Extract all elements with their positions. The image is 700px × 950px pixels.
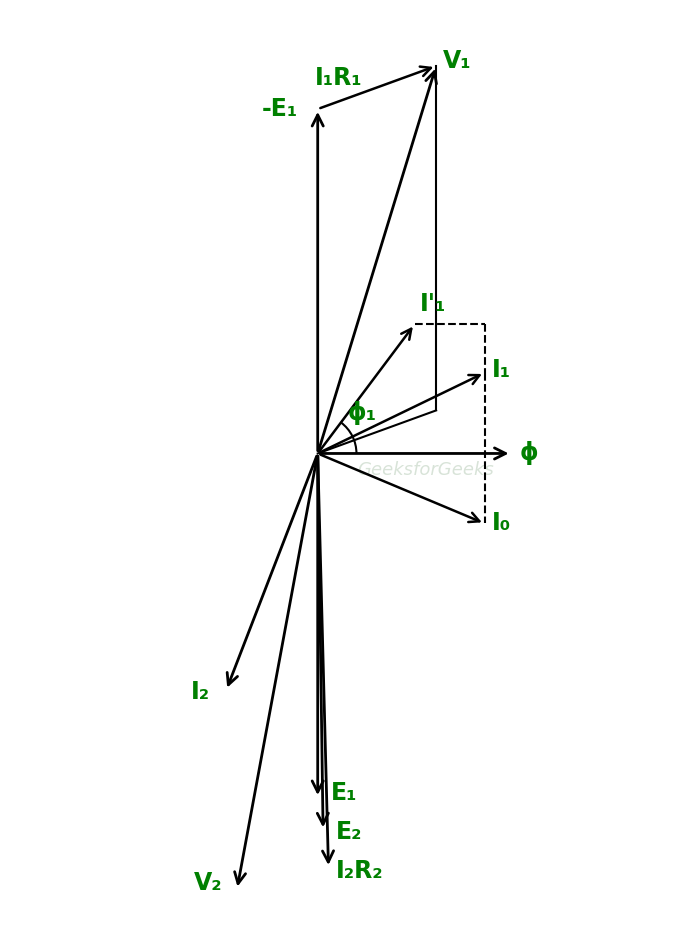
Text: E₁: E₁ [330, 781, 357, 805]
Text: I₂R₂: I₂R₂ [336, 859, 384, 884]
Text: ϕ: ϕ [520, 442, 539, 465]
Text: I'₁: I'₁ [420, 292, 447, 315]
Text: ϕ₁: ϕ₁ [348, 401, 377, 425]
Text: -E₁: -E₁ [262, 97, 298, 121]
Text: I₂: I₂ [191, 680, 210, 705]
Text: I₁: I₁ [492, 357, 511, 382]
Text: V₁: V₁ [442, 48, 471, 72]
Text: I₀: I₀ [492, 511, 511, 536]
Text: V₂: V₂ [195, 871, 223, 895]
Text: I₁R₁: I₁R₁ [315, 66, 363, 89]
Text: GeeksforGeeks: GeeksforGeeks [357, 461, 494, 479]
Text: E₂: E₂ [336, 821, 363, 845]
